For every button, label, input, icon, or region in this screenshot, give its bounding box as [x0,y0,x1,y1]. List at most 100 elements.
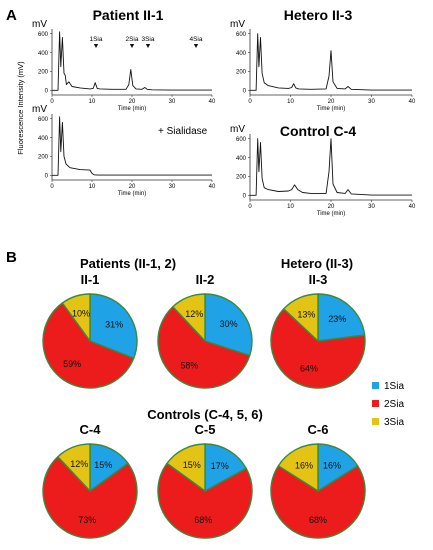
pie-slice-3sia [57,443,91,492]
peak-marker-label: 1Sia [89,36,102,43]
x-tick-label: 0 [248,99,252,105]
y-unit-label: mV [32,104,47,115]
chromatogram-trace [250,33,412,91]
chromatogram-title-hetero: Hetero II-3 [284,7,353,23]
legend-label-3sia: 3Sia [384,417,404,428]
x-tick-label: 0 [50,99,54,105]
y-tick-label: 0 [243,88,247,94]
pie-title: C-4 [80,422,102,437]
y-tick-label: 400 [236,156,247,162]
pie-chart-c-4: C-4 15% 73% 12% [42,422,138,539]
pie-slice-3sia [277,443,319,492]
x-axis-label: Time (min) [118,191,146,197]
pie-slice-1sia [317,293,366,342]
pie-value-label: 13% [297,309,315,319]
pie-value-label: 23% [328,314,346,324]
x-tick-label: 30 [169,99,176,105]
group-title-hetero: Hetero (II-3) [281,256,353,271]
y-tick-label: 200 [38,70,49,76]
x-axis-label: Time (min) [317,211,345,217]
pie-slice-2sia [42,456,138,539]
pie-slice-2sia [42,302,135,389]
pie-value-label: 10% [72,308,90,318]
x-axis-label: Time (min) [317,106,345,112]
pie-value-label: 16% [295,461,313,471]
y-tick-label: 0 [243,193,247,199]
pie-slice-1sia [204,293,253,357]
y-tick-label: 200 [236,70,247,76]
x-tick-label: 30 [368,204,375,210]
pie-value-label: 58% [180,361,198,371]
y-unit-label: mV [230,19,245,30]
x-tick-label: 0 [50,184,54,190]
x-tick-label: 40 [209,99,216,105]
y-unit-label: mV [230,124,245,135]
pie-title: II-3 [309,272,328,287]
x-tick-label: 40 [409,99,416,105]
pie-chart-c-5: C-5 17% 68% 15% [157,422,253,539]
x-tick-label: 0 [248,204,252,210]
y-unit-label: mV [32,19,47,30]
x-tick-label: 10 [89,99,96,105]
x-tick-label: 20 [129,99,136,105]
pie-title: II-2 [196,272,215,287]
pie-slice-3sia [172,293,206,342]
pie-chart-ii-1: II-1 31% 59% 10% [42,272,138,389]
legend-swatch-3sia [372,418,379,425]
pie-value-label: 12% [185,309,203,319]
peak-marker-arrow [145,44,151,48]
pie-value-label: 16% [323,461,341,471]
legend: 1Sia 2Sia 3Sia [372,381,404,428]
peak-marker-label: 3Sia [141,36,154,43]
chromatogram-trace [250,138,412,196]
pie-value-label: 68% [309,515,327,525]
y-tick-label: 400 [236,51,247,57]
group-title-controls: Controls (C-4, 5, 6) [147,407,263,422]
pie-slice-3sia [61,293,91,342]
pie-value-label: 68% [194,515,212,525]
pie-slice-2sia [157,306,251,389]
pie-slice-2sia [270,465,366,539]
pie-value-label: 64% [300,364,318,374]
pie-title: II-1 [81,272,100,287]
y-axis-title: Fluorescence Intensity (mV) [16,61,25,155]
chromatogram-title-control: Control C-4 [280,123,356,139]
x-tick-label: 10 [287,204,294,210]
pie-value-label: 15% [183,460,201,470]
y-tick-label: 200 [38,155,49,161]
y-tick-label: 0 [45,173,49,179]
pie-value-label: 15% [94,460,112,470]
sialidase-note: + Sialidase [158,126,208,137]
pie-title: C-6 [308,422,329,437]
peak-marker-arrow [129,44,135,48]
pie-slice-3sia [283,293,319,342]
x-axis-label: Time (min) [118,106,146,112]
pie-value-label: 30% [220,319,238,329]
y-tick-label: 600 [38,32,49,38]
pie-chart-ii-2: II-2 30% 58% 12% [157,272,253,389]
chromatogram-trace [52,116,212,176]
pie-value-label: 59% [63,359,81,369]
x-tick-label: 10 [287,99,294,105]
y-tick-label: 400 [38,136,49,142]
pie-slice-1sia [89,293,138,359]
x-tick-label: 20 [129,184,136,190]
pie-value-label: 73% [78,515,96,525]
pie-slice-3sia [166,443,206,492]
peak-marker-label: 4Sia [189,36,202,43]
chromatogram-control: mV 0 200 400 600 0 10 20 30 40 Time (min) [230,124,416,217]
legend-label-1sia: 1Sia [384,381,404,392]
peak-marker-arrow [93,44,99,48]
y-tick-label: 600 [38,117,49,123]
x-tick-label: 20 [328,99,335,105]
y-tick-label: 600 [236,32,247,38]
pie-slice-1sia [204,443,247,492]
y-tick-label: 600 [236,137,247,143]
panel-a-label: A [6,7,17,24]
chromatogram-sialidase: mV 0 200 400 600 0 10 20 30 40 Time (min) [32,104,216,197]
chromatogram-hetero: mV 0 200 400 600 0 10 20 30 40 Time (min) [230,19,416,112]
x-tick-label: 30 [169,184,176,190]
pie-slice-2sia [270,308,366,389]
chromatogram-trace [52,31,212,91]
